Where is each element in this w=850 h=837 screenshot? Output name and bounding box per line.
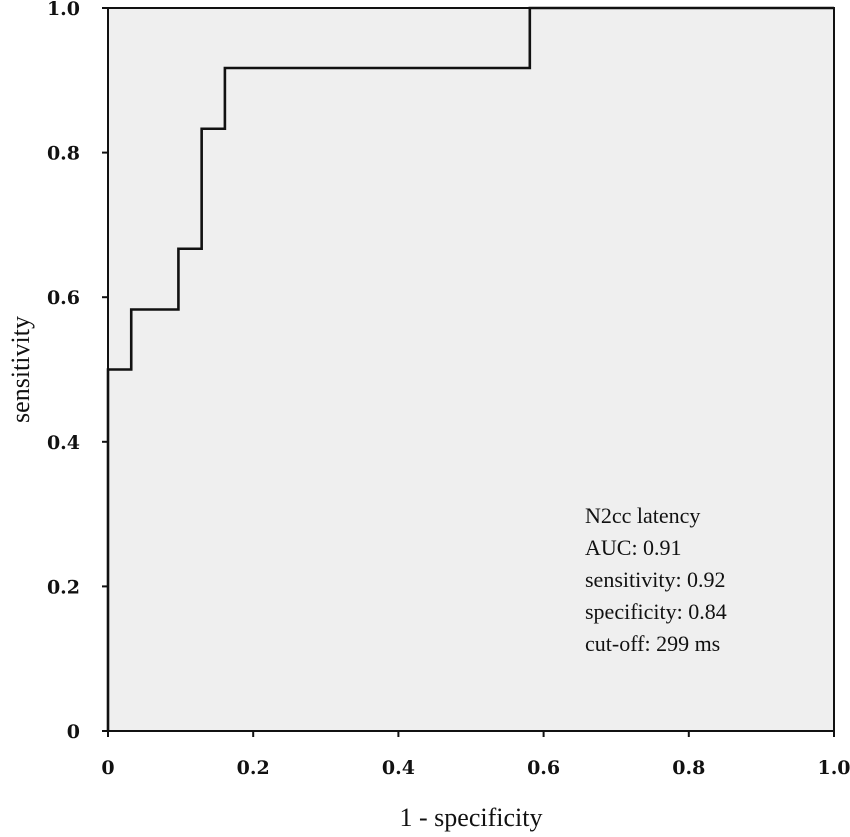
annotation-line: N2cc latency	[585, 503, 700, 528]
roc-curve-line	[106, 6, 834, 731]
x-tick-label: 0.4	[382, 757, 415, 779]
x-tick-label: 0	[101, 757, 114, 779]
annotation-box: N2cc latency AUC: 0.91 sensitivity: 0.92 sp…	[585, 503, 727, 656]
annotation-line: specificity: 0.84	[585, 599, 727, 624]
y-tick-label: 0.8	[47, 143, 80, 165]
y-tick-labels: 0 0.2 0.4 0.6 0.8 1.0	[47, 0, 80, 743]
y-axis-title: sensitivity	[6, 316, 35, 423]
y-tick-label: 0.6	[47, 287, 80, 309]
x-axis-title: 1 - specificity	[400, 803, 543, 832]
x-tick-label: 0.8	[672, 757, 705, 779]
y-tick-label: 0.4	[47, 432, 80, 454]
x-tick-label: 1.0	[817, 757, 850, 779]
plot-area	[108, 8, 834, 731]
plot-frame	[107, 7, 835, 732]
y-tick-label: 0	[67, 721, 80, 743]
x-tick-labels: 0 0.2 0.4 0.6 0.8 1.0	[101, 757, 850, 779]
y-tick-label: 1.0	[47, 0, 80, 20]
y-tick-label: 0.2	[47, 576, 80, 598]
annotation-line: sensitivity: 0.92	[585, 567, 726, 592]
x-tick-label: 0.6	[527, 757, 560, 779]
annotation-line: AUC: 0.91	[585, 535, 682, 560]
x-tick-label: 0.2	[237, 757, 270, 779]
annotation-line: cut-off: 299 ms	[585, 631, 720, 656]
